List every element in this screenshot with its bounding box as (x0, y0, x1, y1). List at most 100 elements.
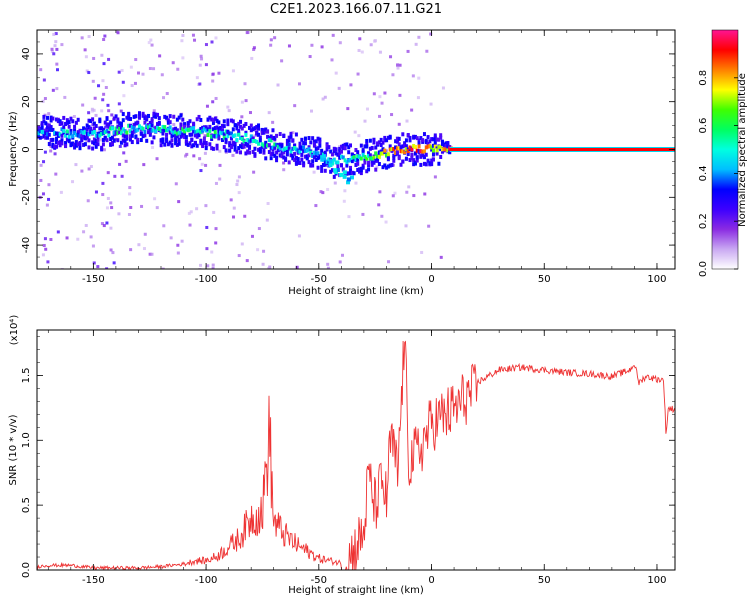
spectrogram-halo-cell (330, 168, 334, 173)
spectrogram-halo-cell (49, 137, 53, 142)
spectrogram-noise-cell (203, 151, 207, 155)
spectrogram-halo-cell (386, 155, 390, 160)
spectrogram-ridge-cell (47, 126, 51, 131)
spectrogram-ridge-cell (168, 125, 172, 130)
spectrogram-noise-cell (101, 193, 105, 197)
spectrogram-noise-cell (148, 252, 152, 256)
spectrogram-noise-cell (161, 267, 165, 269)
spectrogram-halo-cell (118, 121, 122, 126)
spectrogram-halo-cell (356, 150, 360, 155)
spectrogram-halo-cell (314, 153, 318, 158)
spectrogram-noise-cell (414, 42, 418, 46)
spectrogram-halo-cell (381, 165, 385, 170)
spectrogram-noise-cell (250, 234, 254, 238)
spectrogram-halo-cell (332, 149, 336, 154)
spectrogram-halo-cell (424, 140, 428, 145)
spectrogram-halo-cell (217, 126, 221, 131)
spectrogram-ridge-cell (114, 126, 118, 131)
spectrogram-halo-cell (363, 160, 367, 165)
spectrogram-noise-cell (49, 237, 53, 241)
spectrogram-halo-cell (152, 113, 156, 118)
spectrogram-noise-cell (89, 165, 93, 169)
spectrogram-noise-cell (176, 243, 180, 247)
spectrogram-halo-cell (390, 163, 394, 168)
spectrogram-halo-cell (201, 144, 205, 149)
spectrogram-halo-cell (240, 142, 244, 147)
spectrogram-noise-cell (416, 96, 420, 100)
spectrogram-noise-cell (89, 235, 93, 239)
spectrogram-ridge-cell (394, 150, 398, 155)
spectrogram-halo-cell (109, 142, 113, 147)
spectrogram-x-tick-label: 100 (647, 274, 666, 285)
spectrogram-ridge-cell (419, 149, 423, 154)
spectrogram-halo-cell (96, 134, 100, 139)
spectrogram-halo-cell (231, 127, 235, 132)
spectrogram-noise-cell (375, 165, 379, 169)
spectrogram-ridge-cell (379, 151, 383, 156)
spectrogram-noise-cell (120, 174, 124, 178)
spectrogram-noise-cell (353, 130, 357, 134)
spectrogram-noise-cell (55, 68, 59, 72)
spectrogram-halo-cell (320, 148, 324, 153)
spectrogram-ridge-cell (51, 127, 55, 132)
spectrogram-halo-cell (121, 138, 125, 143)
spectrogram-noise-cell (273, 36, 277, 40)
spectrogram-halo-cell (55, 117, 59, 122)
spectrogram-noise-cell (297, 82, 301, 86)
spectrogram-noise-cell (205, 225, 209, 229)
spectrogram-noise-cell (85, 69, 89, 73)
spectrogram-ridge-cell (311, 154, 315, 159)
spectrogram-halo-cell (132, 114, 136, 119)
spectrogram-ridge-cell (376, 154, 380, 159)
spectrogram-halo-cell (98, 131, 102, 136)
spectrogram-halo-cell (199, 141, 203, 146)
spectrogram-noise-cell (65, 236, 69, 240)
spectrogram-noise-cell (331, 33, 335, 37)
spectrogram-noise-cell (100, 53, 104, 57)
spectrogram-halo-cell (174, 141, 178, 146)
spectrogram-halo-cell (257, 132, 261, 137)
spectrogram-halo-cell (404, 156, 408, 161)
spectrogram-halo-cell (275, 133, 279, 138)
spectrogram-halo-cell (431, 137, 435, 142)
spectrogram-halo-cell (291, 138, 295, 143)
spectrogram-halo-cell (349, 168, 353, 173)
colorbar: 0.0 0.2 0.4 0.6 0.8 Normalized spectral ampl… (698, 29, 748, 277)
spectrogram-halo-cell (64, 122, 68, 127)
spectrogram-noise-cell (231, 153, 235, 157)
spectrogram-noise-cell (265, 218, 269, 222)
spectrogram-halo-cell (139, 131, 143, 136)
spectrogram-noise-cell (130, 84, 134, 88)
spectrogram-ridge-cell (280, 144, 284, 149)
spectrogram-halo-cell (437, 137, 441, 142)
spectrogram-halo-cell (103, 120, 107, 125)
spectrogram-halo-cell (136, 137, 140, 142)
spectrogram-halo-cell (276, 148, 280, 153)
spectrogram-halo-cell (192, 121, 196, 126)
spectrogram-halo-cell (210, 117, 214, 122)
spectrogram-noise-cell (214, 227, 218, 231)
spectrogram-noise-cell (42, 78, 46, 82)
spectrogram-halo-cell (417, 141, 421, 146)
spectrogram-halo-cell (238, 144, 242, 149)
spectrogram-noise-cell (314, 204, 318, 208)
spectrogram-halo-cell (412, 135, 416, 140)
spectrogram-noise-cell (109, 248, 113, 252)
spectrogram-noise-cell (171, 61, 175, 65)
spectrogram-halo-cell (166, 118, 170, 123)
spectrogram-ridge-cell (415, 148, 419, 153)
spectrogram-halo-cell (372, 160, 376, 165)
spectrogram-ridge-cell (174, 130, 178, 135)
spectrogram-halo-cell (147, 130, 151, 135)
spectrogram-halo-cell (361, 149, 365, 154)
spectrogram-ridge-cell (92, 130, 96, 135)
spectrogram-ridge-cell (390, 147, 394, 152)
spectrogram-noise-cell (49, 144, 53, 148)
spectrogram-halo-cell (235, 126, 239, 131)
spectrogram-halo-cell (76, 130, 80, 135)
spectrogram-ridge-cell (46, 132, 50, 137)
spectrogram-halo-cell (242, 144, 246, 149)
spectrogram-noise-cell (237, 175, 241, 179)
spectrogram-halo-cell (233, 147, 237, 152)
spectrogram-halo-cell (294, 155, 298, 160)
